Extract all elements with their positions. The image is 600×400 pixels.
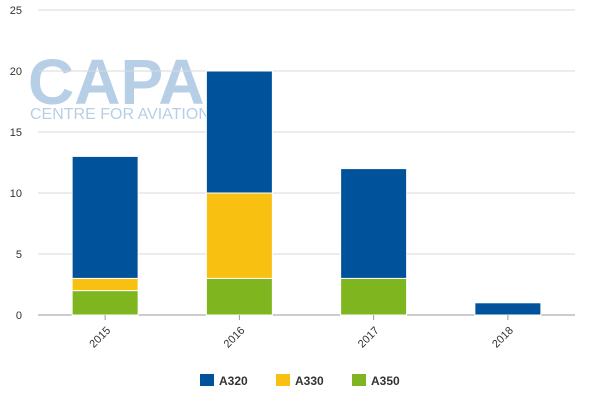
- watermark-tagline: CENTRE FOR AVIATION: [30, 106, 210, 123]
- legend-swatch-a330: [276, 374, 290, 386]
- legend-label-a330: A330: [295, 374, 324, 388]
- y-tick-label: 0: [16, 310, 22, 322]
- capa-watermark-logo: CAPA CENTRE FOR AVIATION: [28, 46, 210, 123]
- bar-a350-2017: [340, 277, 408, 316]
- y-axis: 0 5 10 15 20 25: [10, 5, 22, 322]
- bar-a350-2016: [205, 277, 273, 316]
- y-tick-label: 5: [16, 249, 22, 261]
- bar-a330-2016: [205, 192, 273, 279]
- legend: A320 A330 A350: [200, 374, 400, 388]
- bar-a320-2017: [340, 168, 408, 279]
- bar-a320-2018: [474, 302, 542, 316]
- y-tick-label: 15: [10, 127, 22, 139]
- bar-a320-2016: [205, 70, 273, 194]
- x-axis: 2015 2016 2017 2018: [87, 315, 516, 350]
- x-tick-label: 2016: [222, 325, 248, 351]
- bar-a320-2015: [71, 155, 139, 279]
- legend-swatch-a350: [352, 374, 366, 386]
- bars: [71, 70, 542, 316]
- watermark-brand: CAPA: [28, 46, 205, 118]
- x-tick-label: 2018: [490, 325, 516, 351]
- bar-a350-2015: [71, 290, 139, 316]
- legend-label-a350: A350: [371, 374, 400, 388]
- legend-swatch-a320: [200, 374, 214, 386]
- y-tick-label: 20: [10, 66, 22, 78]
- legend-label-a320: A320: [219, 374, 248, 388]
- x-tick-label: 2015: [87, 325, 113, 351]
- y-tick-label: 25: [10, 5, 22, 17]
- x-tick-label: 2017: [356, 325, 382, 351]
- y-tick-label: 10: [10, 188, 22, 200]
- bar-a330-2015: [71, 277, 139, 292]
